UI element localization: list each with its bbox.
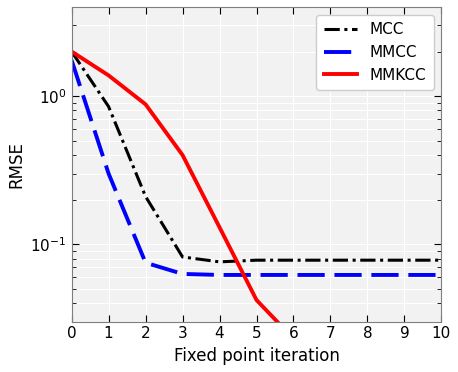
MMKCC [291,337,296,341]
MCC [143,194,148,199]
MMKCC [180,153,185,157]
MCC [69,49,74,54]
MCC [365,258,370,262]
X-axis label: Fixed point iteration: Fixed point iteration [174,347,339,365]
MMKCC [365,349,370,353]
MMCC [402,273,407,277]
Y-axis label: RMSE: RMSE [7,141,25,188]
MCC [439,258,444,262]
MMKCC [217,225,222,230]
Line: MMKCC: MMKCC [71,52,442,351]
MMKCC [402,349,407,353]
MMCC [291,273,296,277]
MCC [328,258,333,262]
MMCC [180,272,185,276]
MMKCC [69,49,74,54]
MMCC [254,273,259,277]
MCC [180,255,185,259]
MCC [402,258,407,262]
MMCC [69,58,74,62]
Legend: MCC, MMCC, MMKCC: MCC, MMCC, MMKCC [316,15,434,90]
MMKCC [328,349,333,353]
MMKCC [106,73,111,78]
MCC [291,258,296,262]
MMCC [328,273,333,277]
MMKCC [143,102,148,106]
MCC [254,258,259,262]
MMCC [106,171,111,176]
MMKCC [439,349,444,353]
MMCC [217,273,222,277]
MMCC [439,273,444,277]
MCC [106,104,111,109]
Line: MCC: MCC [71,52,442,262]
MCC [217,260,222,264]
MMCC [143,260,148,265]
MMKCC [254,298,259,302]
Line: MMCC: MMCC [71,60,442,275]
MMCC [365,273,370,277]
